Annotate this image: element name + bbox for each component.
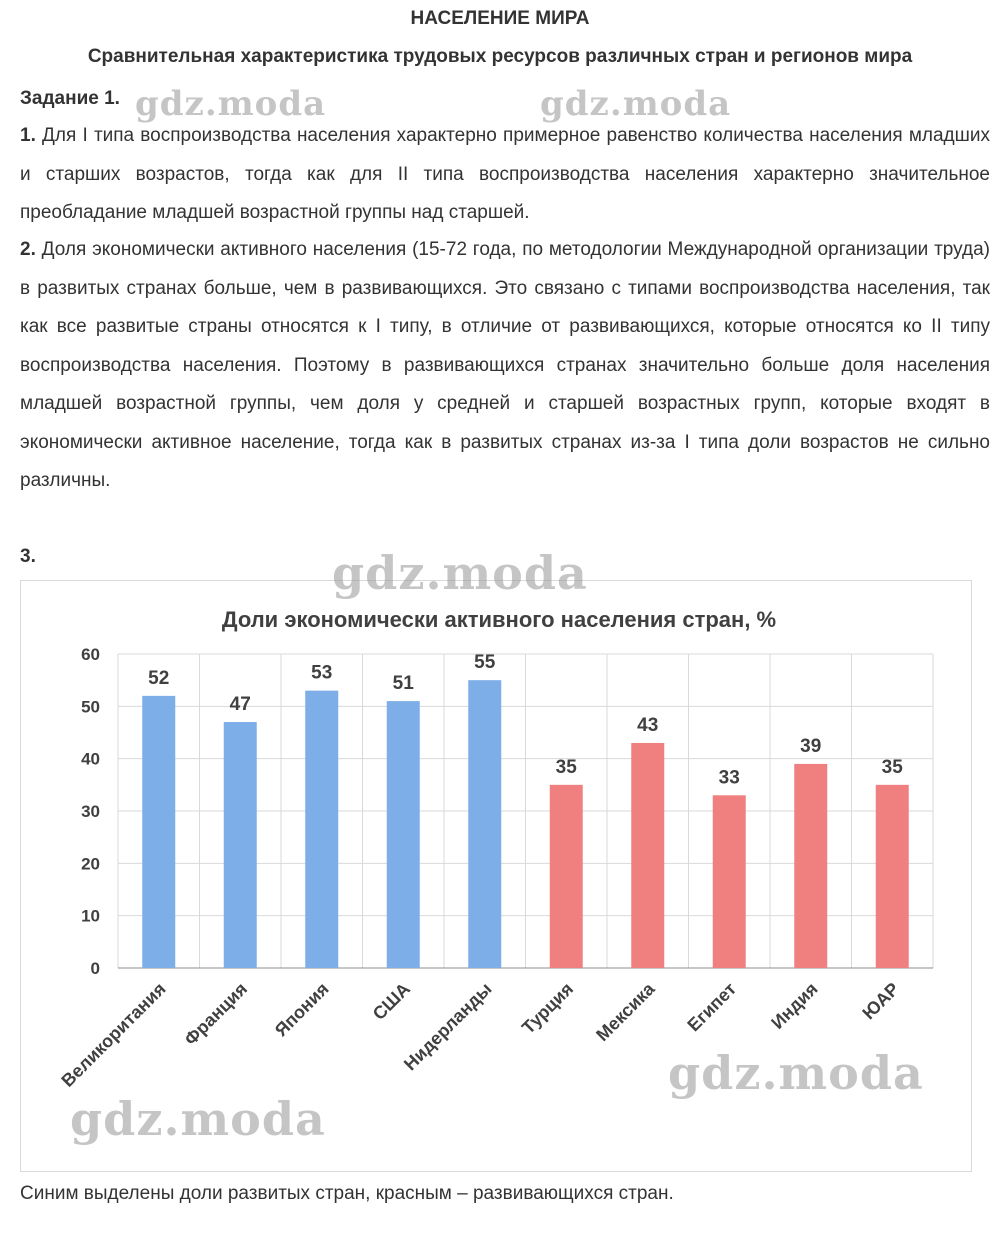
paragraph-2-text: Доля экономически активного населения (1… <box>20 239 990 491</box>
watermark: gdz.moda <box>668 1046 924 1100</box>
page-subtitle: Сравнительная характеристика трудовых ре… <box>87 46 913 67</box>
data-label: 55 <box>474 652 496 673</box>
bar <box>142 695 176 968</box>
data-label: 35 <box>556 757 578 778</box>
data-label: 39 <box>800 736 821 757</box>
y-tick-label: 30 <box>81 802 100 821</box>
data-label: 52 <box>148 668 169 689</box>
data-label: 53 <box>311 663 332 684</box>
paragraph-1-text: Для I типа воспроизводства населения хар… <box>20 125 990 223</box>
data-label: 33 <box>719 767 740 788</box>
x-tick-label: Турция <box>518 979 577 1038</box>
paragraph-3-number: 3. <box>20 546 36 567</box>
bar <box>549 784 583 968</box>
watermark: gdz.moda <box>135 84 327 124</box>
paragraph-2: 2. Доля экономически активного населения… <box>20 231 990 501</box>
x-tick-label: Мексика <box>592 978 659 1045</box>
page-title: НАСЕЛЕНИЕ МИРА <box>410 8 590 29</box>
x-tick-label: Индия <box>767 979 821 1033</box>
bar <box>631 742 665 968</box>
watermark: gdz.moda <box>540 84 732 124</box>
paragraph-2-number: 2. <box>20 239 36 260</box>
task-label: Задание 1. <box>20 88 120 109</box>
data-label: 47 <box>230 694 251 715</box>
watermark: gdz.moda <box>332 546 588 600</box>
y-tick-label: 20 <box>81 854 100 873</box>
bar <box>386 701 420 968</box>
watermark: gdz.moda <box>70 1092 326 1146</box>
x-tick-label: ЮАР <box>858 979 903 1024</box>
x-tick-label: Франция <box>180 979 251 1050</box>
bar <box>712 795 746 968</box>
data-label: 51 <box>393 673 415 694</box>
bar <box>468 680 502 968</box>
bar <box>794 763 828 968</box>
chart-caption: Синим выделены доли развитых стран, крас… <box>20 1183 674 1204</box>
chart-container: Доли экономически активного населения ст… <box>20 580 972 1172</box>
data-label: 43 <box>637 715 658 736</box>
x-tick-label: Япония <box>271 979 333 1041</box>
bar <box>305 690 339 968</box>
y-tick-label: 60 <box>81 645 100 664</box>
x-tick-label: Великоритания <box>57 979 169 1091</box>
x-tick-label: США <box>369 979 414 1024</box>
y-tick-label: 50 <box>81 697 100 716</box>
x-tick-label: Египет <box>683 979 740 1036</box>
bar <box>223 722 257 968</box>
y-tick-label: 0 <box>91 959 100 978</box>
chart-title: Доли экономически активного населения ст… <box>222 607 776 632</box>
x-tick-label: Нидерланды <box>400 979 496 1075</box>
paragraph-1-number: 1. <box>20 125 36 146</box>
paragraph-1: 1. Для I типа воспроизводства населения … <box>20 117 990 233</box>
data-label: 35 <box>882 757 904 778</box>
y-tick-label: 10 <box>81 907 100 926</box>
y-tick-label: 40 <box>81 750 100 769</box>
bar <box>875 784 909 968</box>
bar-chart: Доли экономически активного населения ст… <box>57 607 934 1091</box>
